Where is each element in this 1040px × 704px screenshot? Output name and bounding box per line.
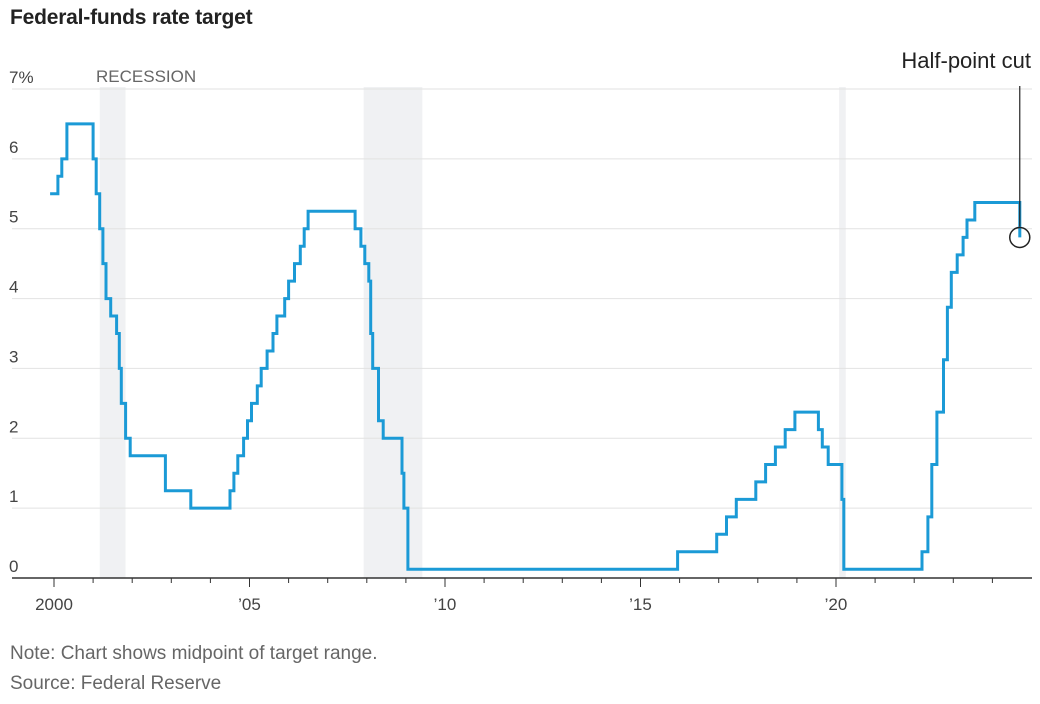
x-tick-label-2000: 2000 xyxy=(35,595,73,614)
x-axis: 2000 ’05 ’10 ’15 ’20 xyxy=(12,577,1032,614)
recession-label: RECESSION xyxy=(96,67,196,86)
y-tick-label-5: 5 xyxy=(9,208,18,227)
recession-band-1 xyxy=(99,87,126,578)
recession-bands xyxy=(99,87,846,578)
chart-title: Federal-funds rate target xyxy=(10,6,253,29)
annotation-label: Half-point cut xyxy=(901,48,1031,73)
x-tick-label-2010: ’10 xyxy=(434,595,457,614)
y-tick-label-4: 4 xyxy=(9,278,18,297)
annotation-circle xyxy=(1009,226,1031,249)
y-tick-label-6: 6 xyxy=(9,138,18,157)
gridlines xyxy=(12,88,1032,509)
y-tick-label-7: 7% xyxy=(9,68,34,87)
y-tick-label-1: 1 xyxy=(9,487,18,506)
y-tick-label-0: 0 xyxy=(9,557,18,576)
chart-source: Source: Federal Reserve xyxy=(10,673,222,694)
x-tick-label-2015: ’15 xyxy=(629,595,652,614)
x-tick-label-2020: ’20 xyxy=(825,595,848,614)
x-tick-label-2005: ’05 xyxy=(238,595,261,614)
annotation-half-point-cut: Half-point cut xyxy=(901,48,1031,249)
fed-funds-chart: 0 1 2 3 4 5 6 7% 2000 ’05 ’10 ’15 ’20 RECESSION Hal… xyxy=(9,48,1032,614)
y-tick-label-3: 3 xyxy=(9,347,18,366)
y-tick-label-2: 2 xyxy=(9,417,18,436)
y-axis-ticks: 0 1 2 3 4 5 6 7% xyxy=(9,68,34,576)
chart-note: Note: Chart shows midpoint of target ran… xyxy=(10,643,378,664)
series-line-fed-funds xyxy=(50,122,1022,571)
recession-band-3 xyxy=(839,87,846,578)
